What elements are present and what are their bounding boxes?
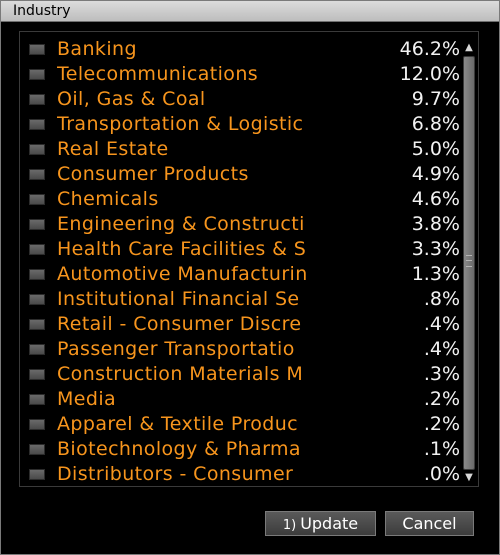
- color-swatch-icon[interactable]: [29, 219, 45, 230]
- color-swatch-icon[interactable]: [29, 169, 45, 180]
- color-swatch-icon[interactable]: [29, 44, 45, 55]
- industry-name[interactable]: Automotive Manufacturin: [57, 263, 308, 285]
- industry-percent: .2%: [423, 413, 460, 435]
- color-swatch-icon[interactable]: [29, 69, 45, 80]
- color-swatch-icon[interactable]: [29, 344, 45, 355]
- industry-name[interactable]: Transportation & Logistic: [57, 113, 304, 135]
- grip-icon: [466, 255, 472, 267]
- industry-row[interactable]: Passenger Transportatio .4%: [20, 337, 460, 362]
- scroll-down-icon[interactable]: ▼: [465, 472, 473, 483]
- industry-name[interactable]: Engineering & Constructi: [57, 213, 305, 235]
- industry-name[interactable]: Telecommunications: [57, 63, 259, 85]
- industry-row[interactable]: Oil, Gas & Coal 9.7%: [20, 87, 460, 112]
- industry-row[interactable]: Banking 46.2%: [20, 37, 460, 62]
- industry-row[interactable]: Biotechnology & Pharma .1%: [20, 437, 460, 462]
- industry-name[interactable]: Biotechnology & Pharma: [57, 438, 301, 460]
- industry-name[interactable]: Consumer Products: [57, 163, 249, 185]
- industry-percent: .1%: [423, 438, 460, 460]
- color-swatch-icon[interactable]: [29, 394, 45, 405]
- color-swatch-icon[interactable]: [29, 294, 45, 305]
- industry-row[interactable]: Media .2%: [20, 387, 460, 412]
- industry-percent: .8%: [423, 288, 460, 310]
- industry-percent: 46.2%: [399, 38, 460, 60]
- color-swatch-icon[interactable]: [29, 319, 45, 330]
- industry-percent: 12.0%: [399, 63, 460, 85]
- industry-percent: 3.8%: [411, 213, 460, 235]
- industry-row[interactable]: Health Care Facilities & S 3.3%: [20, 237, 460, 262]
- industry-row[interactable]: Apparel & Textile Produc .2%: [20, 412, 460, 437]
- industry-percent: .4%: [423, 338, 460, 360]
- color-swatch-icon[interactable]: [29, 369, 45, 380]
- color-swatch-icon[interactable]: [29, 419, 45, 430]
- industry-row[interactable]: Construction Materials M .3%: [20, 362, 460, 387]
- industry-percent: .4%: [423, 313, 460, 335]
- industry-list-panel: Banking 46.2% Telecommunications 12.0% Oil, …: [19, 31, 479, 487]
- industry-name[interactable]: Real Estate: [57, 138, 169, 160]
- color-swatch-icon[interactable]: [29, 269, 45, 280]
- industry-percent: .3%: [423, 363, 460, 385]
- color-swatch-icon[interactable]: [29, 194, 45, 205]
- color-swatch-icon[interactable]: [29, 469, 45, 480]
- industry-percent: 4.6%: [411, 188, 460, 210]
- industry-row[interactable]: Engineering & Constructi 3.8%: [20, 212, 460, 237]
- industry-percent: 5.0%: [411, 138, 460, 160]
- industry-percent: 3.3%: [411, 238, 460, 260]
- industry-name[interactable]: Distributors - Consumer: [57, 463, 294, 485]
- industry-percent: .0%: [423, 463, 460, 485]
- industry-row[interactable]: Institutional Financial Se .8%: [20, 287, 460, 312]
- industry-name[interactable]: Passenger Transportatio: [57, 338, 295, 360]
- industry-percent: 4.9%: [411, 163, 460, 185]
- update-hotkey: 1): [282, 518, 297, 533]
- industry-name[interactable]: Chemicals: [57, 188, 159, 210]
- industry-row[interactable]: Consumer Products 4.9%: [20, 162, 460, 187]
- industry-name[interactable]: Construction Materials M: [57, 363, 304, 385]
- scroll-up-icon[interactable]: ▲: [465, 42, 473, 53]
- industry-list: Banking 46.2% Telecommunications 12.0% Oil, …: [20, 37, 460, 487]
- industry-row[interactable]: Distributors - Consumer .0%: [20, 462, 460, 487]
- window-title: Industry: [1, 1, 499, 22]
- industry-row[interactable]: Transportation & Logistic 6.8%: [20, 112, 460, 137]
- industry-row[interactable]: Telecommunications 12.0%: [20, 62, 460, 87]
- industry-name[interactable]: Retail - Consumer Discre: [57, 313, 302, 335]
- color-swatch-icon[interactable]: [29, 119, 45, 130]
- update-label: Update: [300, 514, 359, 533]
- industry-name[interactable]: Banking: [57, 38, 137, 60]
- industry-row[interactable]: Chemicals 4.6%: [20, 187, 460, 212]
- color-swatch-icon[interactable]: [29, 444, 45, 455]
- industry-name[interactable]: Institutional Financial Se: [57, 288, 300, 310]
- color-swatch-icon[interactable]: [29, 94, 45, 105]
- industry-percent: 6.8%: [411, 113, 460, 135]
- vertical-scrollbar[interactable]: ▲ ▼: [462, 42, 476, 484]
- industry-percent: .2%: [423, 388, 460, 410]
- industry-name[interactable]: Health Care Facilities & S: [57, 238, 307, 260]
- industry-percent: 9.7%: [411, 88, 460, 110]
- industry-row[interactable]: Automotive Manufacturin 1.3%: [20, 262, 460, 287]
- industry-name[interactable]: Oil, Gas & Coal: [57, 88, 206, 110]
- industry-name[interactable]: Apparel & Textile Produc: [57, 413, 299, 435]
- industry-row[interactable]: Real Estate 5.0%: [20, 137, 460, 162]
- scrollbar-thumb[interactable]: [463, 56, 475, 470]
- cancel-button[interactable]: Cancel: [385, 511, 474, 536]
- industry-row[interactable]: Retail - Consumer Discre .4%: [20, 312, 460, 337]
- color-swatch-icon[interactable]: [29, 144, 45, 155]
- update-button[interactable]: 1) Update: [265, 511, 376, 536]
- industry-name[interactable]: Media: [57, 388, 117, 410]
- industry-percent: 1.3%: [411, 263, 460, 285]
- color-swatch-icon[interactable]: [29, 244, 45, 255]
